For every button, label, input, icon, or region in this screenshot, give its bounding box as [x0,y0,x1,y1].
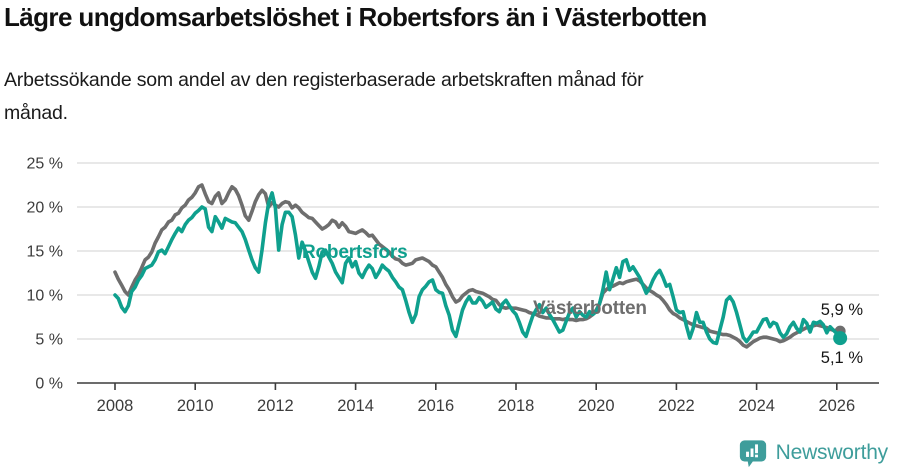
series-label-västerbotten: Västerbotten [533,298,647,319]
x-tick-label-2018: 2018 [498,397,535,415]
y-tick-label-5: 5 % [35,332,63,349]
brand-name: Newsworthy [775,441,889,464]
x-tick-label-2024: 2024 [738,397,775,415]
y-tick-label-20: 20 % [27,200,63,217]
y-tick-label-0: 0 % [35,376,63,393]
end-value-label-västerbotten: 5,9 % [821,301,864,319]
newsworthy-logo-icon [739,440,766,468]
page-title: Lägre ungdomsarbetslöshet i Robertsfors … [4,2,707,32]
end-value-label-robertsfors: 5,1 % [821,349,864,367]
series-line-västerbotten [113,183,842,349]
chart-subtitle: Arbetssökande som andel av den registerb… [4,69,644,124]
x-tick-label-2014: 2014 [337,397,374,415]
y-tick-label-10: 10 % [27,288,63,305]
y-tick-label-15: 15 % [27,244,63,261]
x-tick-label-2008: 2008 [97,397,134,415]
x-tick-label-2010: 2010 [177,397,214,415]
series-line-robertsfors [113,191,842,346]
x-tick-label-2016: 2016 [417,397,454,415]
series-label-robertsfors: Robertsfors [302,242,407,263]
x-tick-label-2022: 2022 [658,397,695,415]
x-tick-label-2012: 2012 [257,397,294,415]
y-tick-label-25: 25 % [27,156,63,173]
x-tick-label-2026: 2026 [818,397,855,415]
x-tick-label-2020: 2020 [578,397,615,415]
brand-footer: Newsworthy [738,438,888,468]
line-chart: 2008 2010 2012 2014 2016 2018 2020 2022 2024 2026… [27,156,879,415]
series-end-dot-robertsfors [833,331,848,346]
